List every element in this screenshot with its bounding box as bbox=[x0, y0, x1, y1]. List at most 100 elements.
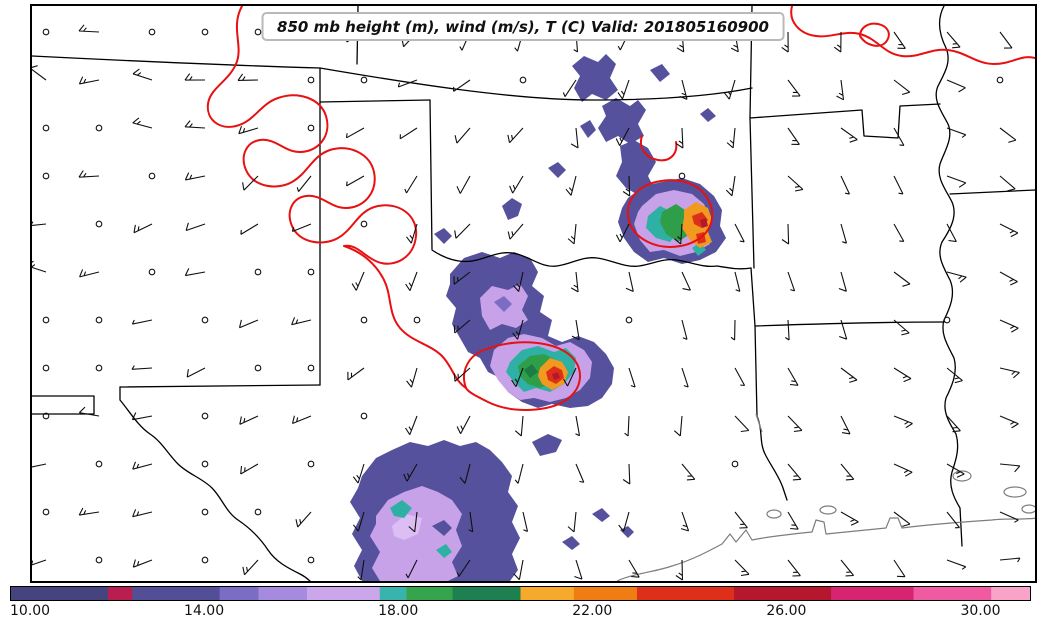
wind-barb bbox=[509, 175, 524, 194]
wind-barb bbox=[184, 268, 206, 277]
wind-barb bbox=[840, 559, 855, 577]
calm-wind-circle bbox=[148, 268, 156, 276]
calm-wind-circle bbox=[201, 28, 209, 36]
wind-barb bbox=[237, 73, 259, 81]
wind-barb bbox=[185, 222, 206, 232]
calm-wind-circle bbox=[307, 364, 315, 372]
colorbar-segment bbox=[913, 587, 992, 600]
wind-barb bbox=[999, 319, 1019, 333]
wind-barb bbox=[404, 175, 418, 194]
la-lake-1 bbox=[952, 470, 972, 482]
wind-barb bbox=[240, 463, 259, 475]
wind-barb bbox=[734, 415, 750, 433]
tx-panhandle-east-border bbox=[429, 99, 433, 250]
wind-barb bbox=[408, 511, 418, 533]
colorbar-tick-label: 30.00 bbox=[960, 603, 1001, 619]
wind-barb bbox=[893, 79, 911, 96]
wind-barb bbox=[781, 223, 790, 245]
calm-wind-circle bbox=[42, 316, 50, 324]
calm-wind-circle bbox=[307, 460, 315, 468]
wind-barb bbox=[459, 463, 471, 484]
calm-wind-circle bbox=[360, 220, 368, 228]
wind-barb bbox=[999, 511, 1019, 523]
wind-barb bbox=[681, 367, 689, 388]
wind-barb bbox=[352, 511, 365, 532]
wind-barb bbox=[406, 367, 418, 388]
wind-barb bbox=[131, 365, 153, 370]
tn-ms-35n-border bbox=[949, 189, 1035, 195]
nm-tx-32n-border bbox=[119, 384, 321, 388]
wind-barb bbox=[840, 415, 851, 435]
wind-barb bbox=[624, 415, 630, 437]
wind-barb bbox=[999, 463, 1021, 473]
colorbar-tick-label: 22.00 bbox=[572, 603, 613, 619]
isotherm-northeast-meander bbox=[790, 6, 1035, 65]
wind-barb bbox=[511, 367, 524, 388]
state-boundaries bbox=[32, 6, 1035, 501]
wind-barb bbox=[78, 406, 100, 417]
wind-barb bbox=[726, 127, 736, 149]
wind-barb bbox=[186, 367, 206, 378]
wind-barb bbox=[78, 76, 100, 85]
wind-barb bbox=[296, 175, 312, 192]
wind-barb bbox=[512, 271, 524, 292]
wind-barb bbox=[456, 415, 471, 434]
colorbar-segment bbox=[406, 587, 454, 600]
calm-wind-circle bbox=[254, 28, 262, 36]
calm-wind-circle bbox=[254, 364, 262, 372]
wind-barb bbox=[562, 79, 577, 98]
wind-barb bbox=[787, 271, 796, 292]
wind-barb bbox=[468, 511, 474, 533]
wind-barb bbox=[456, 559, 471, 577]
colorbar-segment bbox=[379, 587, 408, 600]
wind-barb bbox=[893, 511, 911, 527]
colorbar-segment bbox=[573, 587, 638, 600]
wind-barb bbox=[840, 511, 859, 526]
wind-barb bbox=[617, 79, 630, 100]
wind-barb bbox=[625, 271, 634, 293]
colorbar-segment bbox=[307, 587, 381, 600]
wind-barb bbox=[893, 271, 911, 287]
wind-barb bbox=[675, 127, 684, 149]
wind-barb bbox=[893, 175, 904, 195]
wind-barb bbox=[893, 415, 913, 429]
wind-barb bbox=[345, 127, 365, 139]
wind-barb bbox=[132, 509, 153, 518]
calm-wind-circle bbox=[307, 76, 315, 84]
wind-barb bbox=[946, 559, 967, 570]
wind-barb bbox=[893, 127, 905, 146]
wind-barb bbox=[184, 73, 206, 81]
wind-barb bbox=[406, 223, 418, 244]
wind-barb bbox=[840, 127, 858, 143]
colorbar-labels: 10.00 14.00 18.00 22.00 26.00 30.00 bbox=[10, 603, 1031, 623]
wind-barb bbox=[32, 221, 47, 226]
isotherm-tx-core-ring bbox=[463, 341, 581, 411]
wind-barb bbox=[679, 79, 688, 100]
colorbar-tick-label: 18.00 bbox=[378, 603, 419, 619]
wind-barb bbox=[946, 463, 965, 478]
tx-la-sabine-border bbox=[754, 325, 788, 501]
calm-wind-circle bbox=[201, 412, 209, 420]
wind-barb bbox=[946, 223, 957, 243]
isotherm-ok-small-loop bbox=[640, 135, 678, 162]
wind-barb bbox=[787, 559, 801, 577]
wind-barb bbox=[893, 319, 910, 336]
wind-barb bbox=[522, 511, 529, 533]
wind-barb bbox=[946, 175, 967, 188]
wind-barb bbox=[184, 120, 206, 129]
colorbar-segment bbox=[219, 587, 260, 600]
calm-wind-circle bbox=[254, 508, 262, 516]
wind-barb bbox=[291, 317, 312, 326]
nm-mexico-bootheel-border bbox=[32, 395, 95, 415]
colorbar-segment bbox=[452, 587, 522, 600]
wind-barb bbox=[999, 271, 1018, 286]
calm-wind-circle bbox=[360, 412, 368, 420]
ok-mo-ar-east-border bbox=[749, 6, 755, 269]
mo-ar-border-bootheel bbox=[749, 103, 941, 139]
wind-barb bbox=[999, 223, 1019, 238]
wind-barb bbox=[725, 175, 736, 197]
isotherm-ok-core-ring bbox=[626, 179, 714, 248]
la-lake-2 bbox=[1003, 486, 1027, 498]
calm-wind-circle bbox=[201, 460, 209, 468]
wind-barb bbox=[574, 559, 583, 580]
